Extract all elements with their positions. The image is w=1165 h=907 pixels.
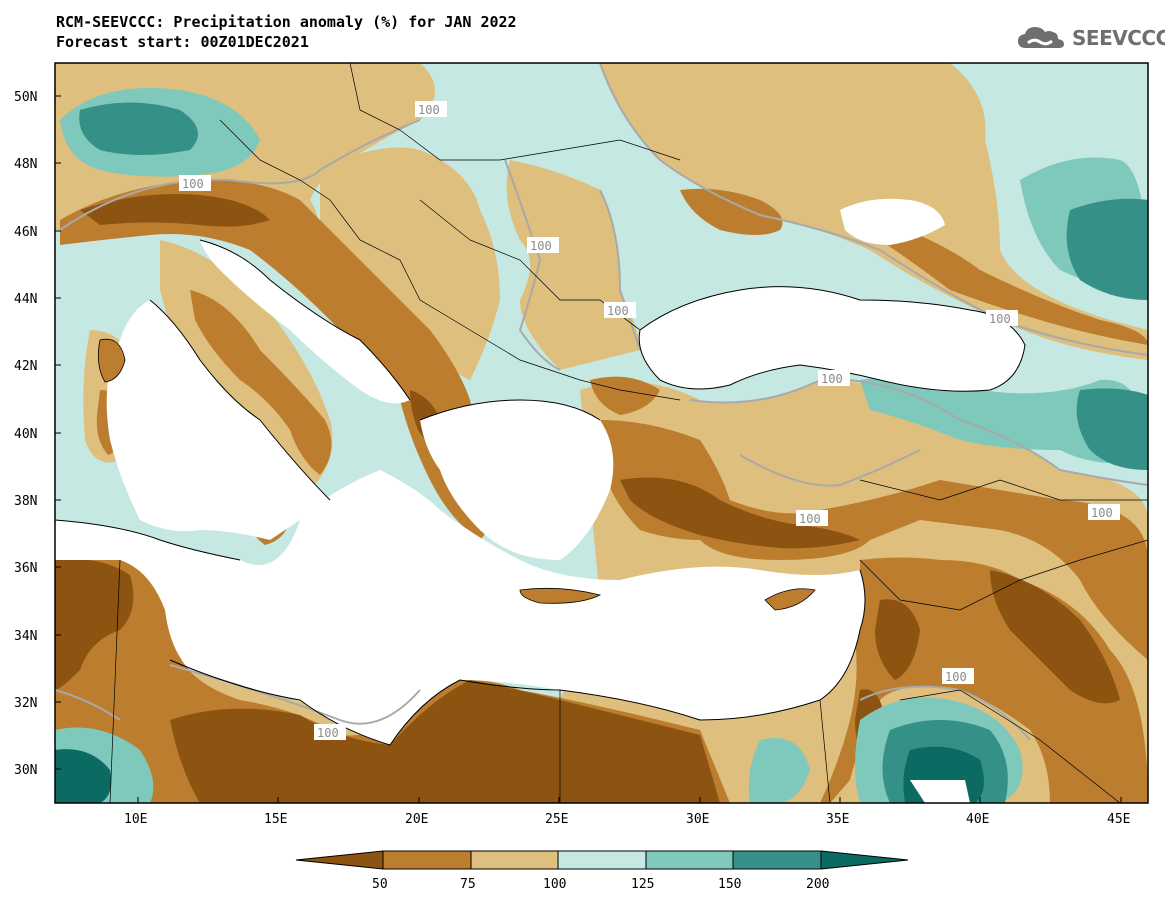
lat-label: 40N <box>14 427 37 442</box>
dark-teal-zone-caucasus <box>1076 388 1148 470</box>
contour-label: 100 <box>1091 506 1113 520</box>
colorbar-label: 125 <box>631 877 654 892</box>
brown-zone-anatolia <box>600 420 1148 660</box>
contour-label-bg <box>1088 504 1120 520</box>
dark-zone-alps <box>80 194 270 227</box>
lat-label: 32N <box>14 696 37 711</box>
colorbar-label: 200 <box>806 877 829 892</box>
lat-label: 42N <box>14 359 37 374</box>
forecast-start-label: Forecast start: 00Z01DEC2021 <box>56 33 309 51</box>
colorbar-swatch <box>296 851 383 869</box>
anomaly-field <box>55 63 1148 803</box>
dark-zone-tunisia <box>55 559 134 690</box>
aegean-sea <box>420 400 614 560</box>
corsica <box>97 338 126 383</box>
dark-zone-libya <box>170 680 720 803</box>
lon-label: 30E <box>686 812 709 827</box>
colorbar-swatch <box>383 851 471 869</box>
map-title: RCM-SEEVCCC: Precipitation anomaly (%) f… <box>56 13 517 31</box>
brown-zone-black-sea-north <box>680 188 783 235</box>
contour-label: 100 <box>530 239 552 253</box>
lat-label: 38N <box>14 494 37 509</box>
contour-label-bg <box>986 310 1018 326</box>
latitude-labels: 50N 48N 46N 44N 42N 40N 38N 36N 34N 32N … <box>14 90 37 778</box>
black-sea <box>639 286 1025 392</box>
colorbar-dividers <box>382 851 822 869</box>
seevccc-logo: SEEVCCC <box>1016 24 1165 52</box>
lon-label: 40E <box>966 812 989 827</box>
lon-label: 25E <box>545 812 568 827</box>
longitude-labels: 10E 15E 20E 25E 30E 35E 40E 45E <box>124 812 1130 827</box>
dark-zone-lebanon <box>875 599 920 680</box>
lat-label: 34N <box>14 629 37 644</box>
longitude-ticks <box>137 797 1122 803</box>
contour-label-bg <box>179 175 211 191</box>
lat-label: 46N <box>14 225 37 240</box>
mediterranean-sea <box>55 470 865 745</box>
darkest-zone-algeria <box>55 749 112 803</box>
colorbar-label: 50 <box>372 877 388 892</box>
contour-label-bg <box>527 237 559 253</box>
dark-teal-zone-germany <box>79 102 198 155</box>
contour-label-bg <box>818 370 850 386</box>
tan-zone-balkans <box>320 147 500 380</box>
contour-label-bg <box>415 101 447 117</box>
brown-zone-thrace <box>590 376 660 415</box>
contour-label: 100 <box>989 312 1011 326</box>
colorbar-legend: 50 75 100 125 150 200 <box>295 850 909 892</box>
lat-label: 36N <box>14 561 37 576</box>
contour-label: 100 <box>182 177 204 191</box>
contour-label-bg <box>796 510 828 526</box>
lon-label: 10E <box>124 812 147 827</box>
colorbar-label: 100 <box>543 877 566 892</box>
latitude-ticks <box>55 95 61 770</box>
brown-zone-caucasus <box>880 220 1148 345</box>
dark-zone-syria <box>990 570 1120 704</box>
lat-label: 48N <box>14 157 37 172</box>
contour-label: 100 <box>607 304 629 318</box>
lat-label: 44N <box>14 292 37 307</box>
contour-label: 100 <box>945 670 967 684</box>
teal-zone-sinai <box>748 738 810 803</box>
lat-label: 30N <box>14 763 37 778</box>
adriatic-sea <box>200 240 410 404</box>
contour-label: 100 <box>317 726 339 740</box>
lon-label: 45E <box>1107 812 1130 827</box>
contour-label-bg <box>942 668 974 684</box>
contour-label-bg <box>314 724 346 740</box>
lon-label: 35E <box>826 812 849 827</box>
missing-data-patch <box>910 780 970 803</box>
contour-label-bg <box>604 302 636 318</box>
tyrrhenian-sea <box>106 300 331 540</box>
colorbar-swatch <box>733 851 821 869</box>
cloud-icon <box>1018 27 1064 48</box>
lon-label: 20E <box>405 812 428 827</box>
dark-teal-zone-volga <box>1066 198 1148 300</box>
lat-label: 50N <box>14 90 37 105</box>
teal-zone-east-turkey <box>860 376 1148 464</box>
cyprus <box>764 588 816 611</box>
contour-100 <box>55 63 1148 741</box>
crete <box>519 587 602 604</box>
colorbar-swatch <box>471 851 558 869</box>
colorbar-swatch <box>558 851 646 869</box>
dark-zone-anatolia <box>620 477 860 549</box>
sea-of-azov <box>840 198 945 245</box>
contour-label: 100 <box>821 372 843 386</box>
lon-label: 15E <box>264 812 287 827</box>
colorbar-swatch <box>646 851 733 869</box>
colorbar-label: 75 <box>460 877 476 892</box>
contour-label: 100 <box>799 512 821 526</box>
contour-label: 100 <box>418 103 440 117</box>
contour-labels: 100 100 100 100 100 100 100 100 100 100 <box>179 101 1120 740</box>
colorbar-swatch <box>821 851 908 869</box>
logo-text: SEEVCCC <box>1072 26 1165 50</box>
colorbar-label: 150 <box>718 877 741 892</box>
brown-zone-italy <box>190 290 332 475</box>
